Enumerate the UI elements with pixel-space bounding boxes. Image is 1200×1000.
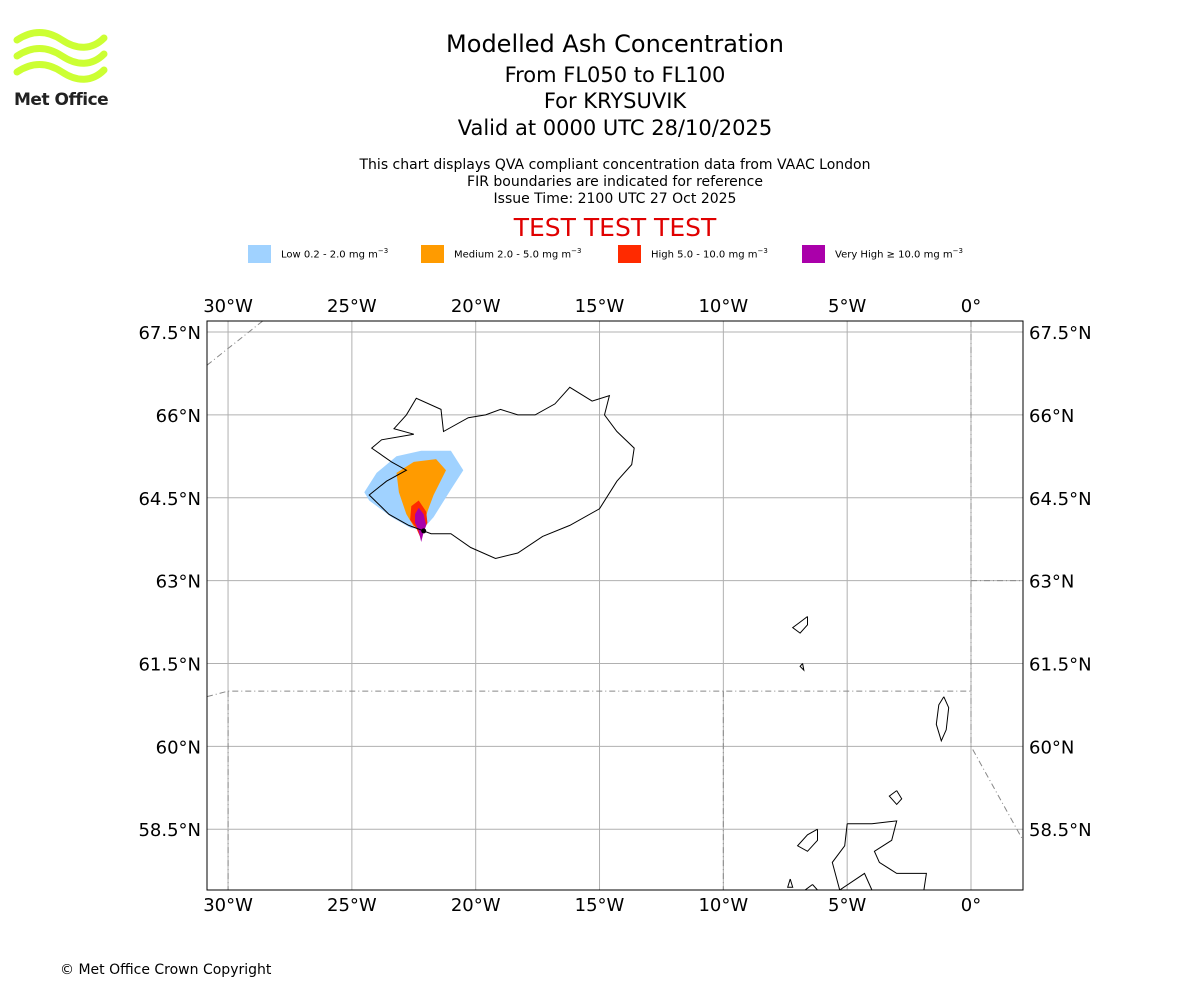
- lon-tick-label-top: 25°W: [327, 296, 377, 317]
- tick-label-layer: 30°W 30°W 25°W 25°W 20°W 20°W 15°W 15°W 10°W 10°W…: [138, 296, 1091, 916]
- coastline: [935, 696, 950, 743]
- legend-swatch-very-high: [802, 245, 825, 263]
- coastline-layer: [368, 386, 950, 890]
- title-line-4: Valid at 0000 UTC 28/10/2025: [457, 116, 773, 140]
- test-banner: TEST TEST TEST: [513, 213, 717, 242]
- grid-layer: [207, 321, 1023, 890]
- fir-boundary: [207, 321, 264, 366]
- met-office-logo: Met Office: [12, 28, 112, 114]
- lon-tick-label-top: 5°W: [828, 296, 866, 317]
- legend-item-low: Low 0.2 - 2.0 mg m−3: [248, 244, 388, 264]
- map-frame: [206, 320, 1024, 891]
- legend-item-very-high: Very High ≥ 10.0 mg m−3: [802, 244, 963, 264]
- legend-swatch-low: [248, 245, 271, 263]
- lat-tick-label-left: 66°N: [156, 406, 201, 427]
- lon-tick-label-top: 15°W: [575, 296, 625, 317]
- coastline: [791, 616, 808, 634]
- legend-swatch-medium: [421, 245, 444, 263]
- ash-layer: [364, 450, 464, 542]
- legend-item-high: High 5.0 - 10.0 mg m−3: [618, 244, 768, 264]
- fir-boundary-layer: [207, 321, 1023, 890]
- met-office-waves-icon: [13, 29, 108, 83]
- legend-label-very-high: Very High ≥ 10.0 mg m−3: [835, 247, 963, 261]
- legend-label-medium: Medium 2.0 - 5.0 mg m−3: [454, 247, 582, 261]
- title-line-3: For KRYSUVIK: [543, 89, 687, 113]
- lon-tick-label-bottom: 30°W: [203, 895, 253, 916]
- coastline: [796, 828, 818, 852]
- lon-tick-label-bottom: 20°W: [451, 895, 501, 916]
- lat-tick-label-right: 63°N: [1029, 572, 1074, 593]
- lat-tick-label-right: 60°N: [1029, 737, 1074, 758]
- legend-item-medium: Medium 2.0 - 5.0 mg m−3: [421, 244, 581, 264]
- logo-text: Met Office: [14, 90, 109, 110]
- lon-tick-label-bottom: 0°: [961, 895, 981, 916]
- fir-boundary: [207, 690, 971, 698]
- coastline: [804, 884, 819, 890]
- coastline: [831, 820, 927, 890]
- subtitle-line-1: This chart displays QVA compliant concen…: [359, 157, 871, 173]
- logo-wave-2: [13, 45, 108, 67]
- coastline: [368, 386, 635, 560]
- lon-tick-label-top: 0°: [961, 296, 981, 317]
- logo-wave-1: [13, 29, 108, 51]
- logo-wave-3: [13, 61, 108, 83]
- lon-tick-label-bottom: 5°W: [828, 895, 866, 916]
- lon-tick-label-bottom: 25°W: [327, 895, 377, 916]
- lon-tick-label-top: 10°W: [698, 296, 748, 317]
- legend-label-low: Low 0.2 - 2.0 mg m−3: [281, 247, 389, 261]
- title-line-2: From FL050 to FL100: [504, 63, 726, 87]
- lat-tick-label-left: 64.5°N: [138, 489, 201, 510]
- subtitle-line-3: Issue Time: 2100 UTC 27 Oct 2025: [493, 191, 737, 207]
- lat-tick-label-left: 58.5°N: [138, 820, 201, 841]
- lon-tick-label-bottom: 10°W: [698, 895, 748, 916]
- fir-boundary: [970, 321, 1023, 841]
- lat-tick-label-right: 66°N: [1029, 406, 1074, 427]
- copyright-text: © Met Office Crown Copyright: [60, 962, 272, 978]
- lat-tick-label-right: 58.5°N: [1029, 820, 1092, 841]
- ash-area-medium: [396, 459, 446, 527]
- volcano-marker: [421, 528, 427, 534]
- lon-tick-label-top: 30°W: [203, 296, 253, 317]
- lat-tick-label-left: 60°N: [156, 737, 201, 758]
- lat-tick-label-left: 61.5°N: [138, 655, 201, 676]
- legend-swatch-high: [618, 245, 641, 263]
- title-line-1: Modelled Ash Concentration: [446, 30, 784, 58]
- lat-tick-label-left: 63°N: [156, 572, 201, 593]
- ash-area-very-high: [415, 507, 427, 542]
- legend-label-high: High 5.0 - 10.0 mg m−3: [651, 247, 768, 261]
- lat-tick-label-right: 61.5°N: [1029, 655, 1092, 676]
- lon-tick-label-bottom: 15°W: [575, 895, 625, 916]
- lat-tick-label-left: 67.5°N: [138, 323, 201, 344]
- lat-tick-label-right: 64.5°N: [1029, 489, 1092, 510]
- lon-tick-label-top: 20°W: [451, 296, 501, 317]
- coastline: [787, 878, 794, 888]
- subtitle-line-2: FIR boundaries are indicated for referen…: [467, 174, 763, 190]
- coastline: [799, 663, 805, 672]
- coastline: [888, 790, 903, 806]
- lat-tick-label-right: 67.5°N: [1029, 323, 1092, 344]
